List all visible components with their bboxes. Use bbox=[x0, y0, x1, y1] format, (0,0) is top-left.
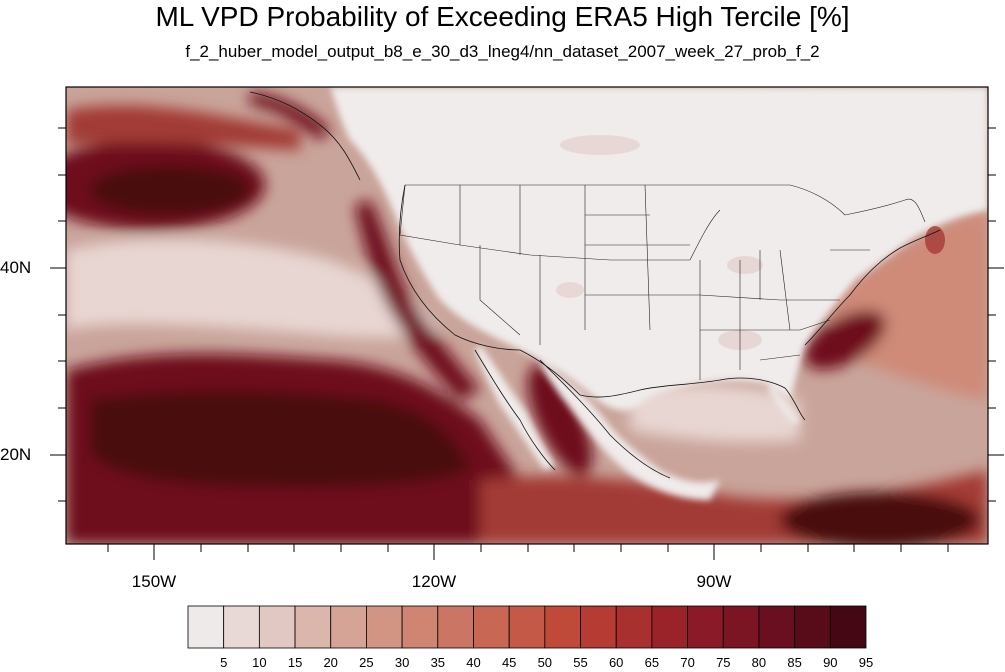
gulf-light bbox=[630, 384, 800, 442]
colorbar-tick-label: 55 bbox=[573, 655, 588, 670]
north-pacific-peak bbox=[90, 165, 250, 215]
atlantic-high bbox=[804, 310, 886, 370]
colorbar-tick-label: 90 bbox=[823, 655, 838, 670]
colorbar-tick-label: 80 bbox=[751, 655, 767, 670]
gulf-california bbox=[527, 364, 593, 476]
map-field bbox=[66, 87, 988, 544]
atlantic-medium bbox=[830, 210, 988, 400]
colorbar-swatch bbox=[330, 605, 367, 649]
colorbar-swatch bbox=[401, 605, 439, 649]
colorbar-swatch bbox=[829, 605, 867, 649]
colorbar-swatch bbox=[294, 605, 332, 649]
map-title: ML VPD Probability of Exceeding ERA5 Hig… bbox=[155, 1, 850, 32]
colorbar-swatch bbox=[258, 605, 296, 649]
state-boundaries bbox=[399, 184, 926, 380]
lat-label-40n: 40N bbox=[0, 258, 32, 277]
mexico-land bbox=[540, 360, 720, 500]
colorbar-tick-label: 95 bbox=[858, 655, 874, 670]
colorbar-swatch bbox=[366, 605, 403, 649]
pacific-light-band bbox=[66, 239, 440, 338]
colorbar bbox=[187, 605, 867, 649]
colorbar-tick-label: 20 bbox=[323, 655, 338, 670]
land-patches bbox=[556, 135, 945, 350]
colorbar-swatch bbox=[223, 605, 260, 649]
lat-ticks bbox=[50, 127, 1004, 502]
colorbar-tick-label: 75 bbox=[716, 655, 731, 670]
colorbar-swatch bbox=[615, 605, 653, 649]
colorbar-tick-label: 85 bbox=[787, 655, 802, 670]
colorbar-tick-label: 5 bbox=[220, 655, 228, 670]
colorbar-swatch bbox=[473, 605, 510, 649]
subtropical-peak bbox=[90, 390, 470, 488]
lon-label-120w: 120W bbox=[411, 572, 457, 591]
colorbar-swatch bbox=[437, 605, 474, 649]
colorbar-swatch bbox=[651, 605, 688, 649]
colorbar-swatch bbox=[508, 605, 546, 649]
colorbar-tick-label: 35 bbox=[430, 655, 446, 670]
colorbar-tick-label: 15 bbox=[287, 655, 303, 670]
colorbar-swatch bbox=[187, 605, 225, 649]
baja-california bbox=[475, 345, 555, 470]
se-corner-peak bbox=[780, 492, 980, 544]
colorbar-swatch bbox=[794, 605, 831, 649]
north-america-land bbox=[330, 87, 988, 411]
colorbar-tick-label: 50 bbox=[537, 655, 553, 670]
alaska-coast bbox=[250, 92, 330, 140]
colorbar-tick-label: 40 bbox=[466, 655, 481, 670]
lon-label-150w: 150W bbox=[131, 572, 177, 591]
lon-ticks bbox=[107, 544, 949, 560]
colorbar-swatch bbox=[687, 605, 724, 649]
coastline bbox=[249, 91, 941, 479]
lat-label-20n: 20N bbox=[0, 445, 32, 464]
florida bbox=[768, 385, 800, 425]
colorbar-tick-label: 10 bbox=[252, 655, 267, 670]
colorbar-tick-label: 65 bbox=[644, 655, 660, 670]
colorbar-tick-label: 70 bbox=[680, 655, 695, 670]
coast-strip bbox=[355, 200, 480, 400]
colorbar-swatch bbox=[722, 605, 760, 649]
colorbar-swatch bbox=[544, 605, 581, 649]
nw-band bbox=[66, 105, 300, 150]
map-subtitle: f_2_huber_model_output_b8_e_30_d3_lneg4/… bbox=[185, 42, 820, 61]
colorbar-swatch bbox=[758, 605, 796, 649]
colorbar-swatch bbox=[580, 605, 617, 649]
colorbar-tick-label: 60 bbox=[608, 655, 624, 670]
colorbar-tick-label: 25 bbox=[359, 655, 374, 670]
colorbar-tick-label: 45 bbox=[501, 655, 517, 670]
lon-label-90w: 90W bbox=[696, 572, 732, 591]
colorbar-tick-label: 30 bbox=[394, 655, 410, 670]
